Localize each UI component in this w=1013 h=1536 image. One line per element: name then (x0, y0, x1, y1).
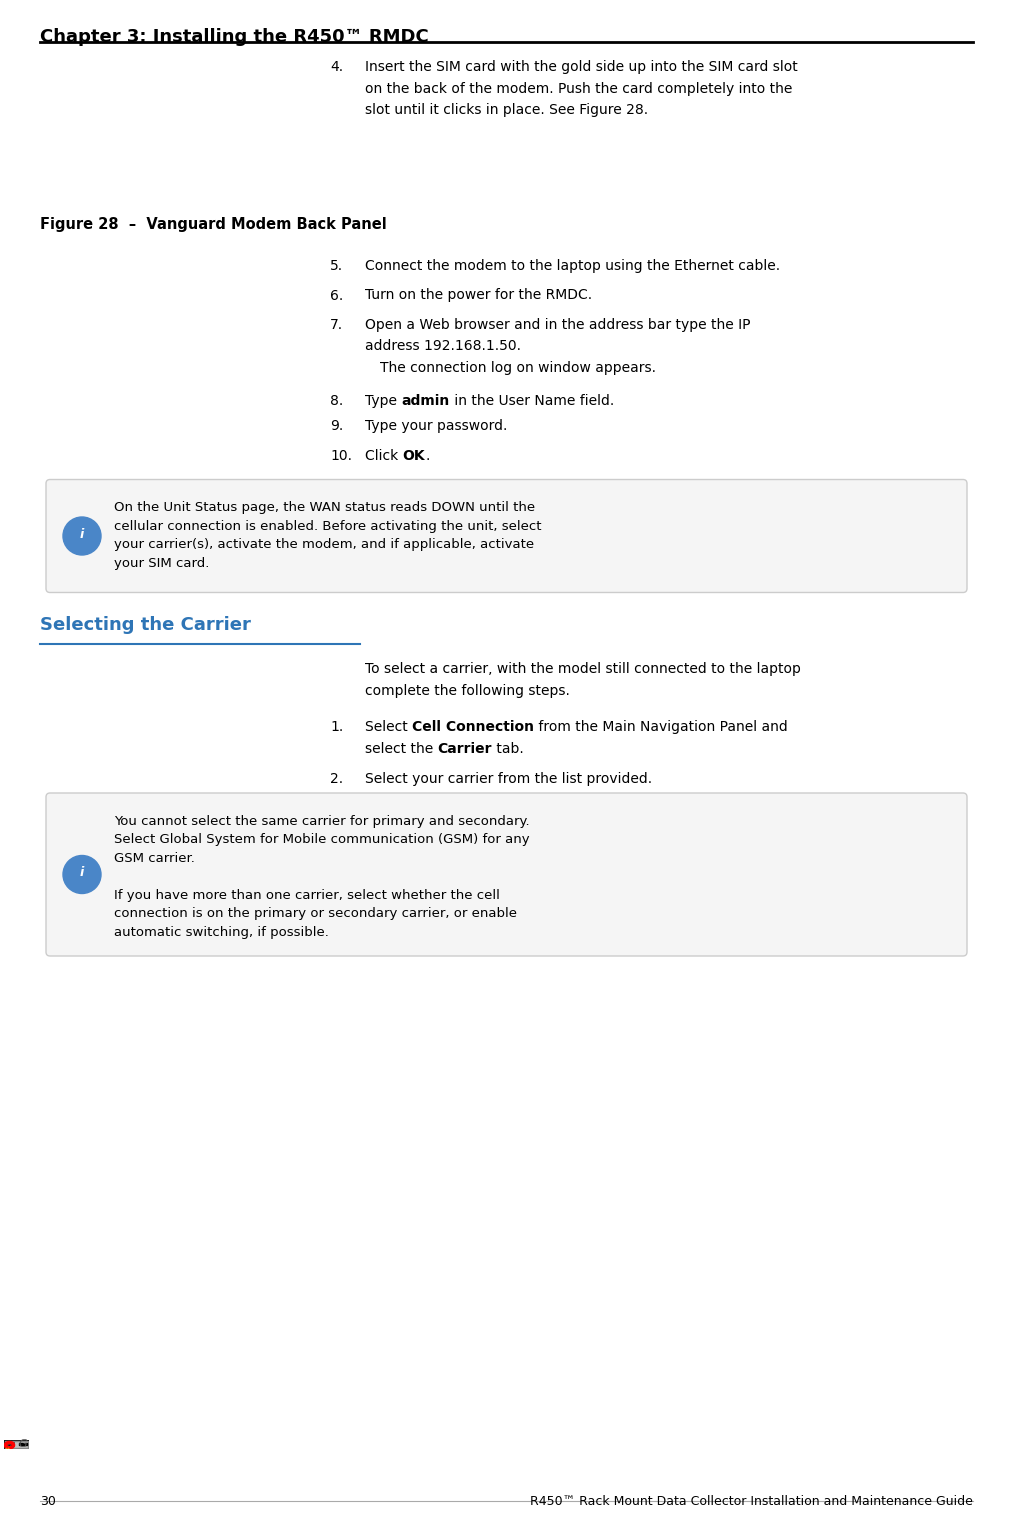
FancyBboxPatch shape (46, 793, 967, 955)
Text: Type: Type (365, 395, 401, 409)
Text: Insert the SIM card with the gold side up into the SIM card slot: Insert the SIM card with the gold side u… (365, 60, 798, 74)
Text: complete the following steps.: complete the following steps. (365, 684, 570, 697)
Text: i: i (80, 528, 84, 541)
Text: Turn on the power for the RMDC.: Turn on the power for the RMDC. (365, 289, 593, 303)
Text: connection is on the primary or secondary carrier, or enable: connection is on the primary or secondar… (114, 908, 517, 920)
Text: To select a carrier, with the model still connected to the laptop: To select a carrier, with the model stil… (365, 662, 801, 676)
Text: tab.: tab. (492, 742, 524, 756)
Text: 7.: 7. (330, 318, 343, 332)
Text: R450™ Rack Mount Data Collector Installation and Maintenance Guide: R450™ Rack Mount Data Collector Installa… (530, 1495, 973, 1508)
Text: slot until it clicks in place. See Figure 28.: slot until it clicks in place. See Figur… (365, 103, 648, 117)
Text: 1.: 1. (330, 720, 343, 734)
Text: Carrier: Carrier (438, 742, 492, 756)
Text: Selecting the Carrier: Selecting the Carrier (40, 616, 251, 634)
Text: Select Global System for Mobile communication (GSM) for any: Select Global System for Mobile communic… (114, 834, 530, 846)
Text: your carrier(s), activate the modem, and if applicable, activate: your carrier(s), activate the modem, and… (114, 539, 534, 551)
Text: Click: Click (365, 449, 402, 462)
Text: 6.: 6. (330, 289, 343, 303)
Text: You cannot select the same carrier for primary and secondary.: You cannot select the same carrier for p… (114, 816, 530, 828)
Text: 10.: 10. (330, 449, 352, 462)
Text: Connect the modem to the laptop using the Ethernet cable.: Connect the modem to the laptop using th… (365, 260, 780, 273)
Text: Figure 28  –  Vanguard Modem Back Panel: Figure 28 – Vanguard Modem Back Panel (40, 217, 387, 232)
Text: 4.: 4. (330, 60, 343, 74)
Circle shape (63, 518, 101, 554)
Text: on the back of the modem. Push the card completely into the: on the back of the modem. Push the card … (365, 81, 792, 95)
Text: Select: Select (365, 720, 412, 734)
Text: GSM carrier.: GSM carrier. (114, 852, 194, 865)
Text: 30: 30 (40, 1495, 56, 1508)
Text: Cell Connection: Cell Connection (412, 720, 534, 734)
Text: Open a Web browser and in the address bar type the IP: Open a Web browser and in the address ba… (365, 318, 751, 332)
Text: i: i (80, 866, 84, 880)
FancyBboxPatch shape (46, 479, 967, 593)
Text: select the: select the (365, 742, 438, 756)
Text: OK: OK (402, 449, 425, 462)
Text: admin: admin (401, 395, 450, 409)
Text: 5.: 5. (330, 260, 343, 273)
Text: cellular connection is enabled. Before activating the unit, select: cellular connection is enabled. Before a… (114, 521, 542, 533)
Text: Select your carrier from the list provided.: Select your carrier from the list provid… (365, 773, 652, 786)
Circle shape (63, 856, 101, 894)
Text: .: . (425, 449, 430, 462)
Text: from the Main Navigation Panel and: from the Main Navigation Panel and (534, 720, 788, 734)
Text: address 192.168.1.50.: address 192.168.1.50. (365, 339, 521, 353)
Text: 9.: 9. (330, 419, 343, 433)
Text: The connection log on window appears.: The connection log on window appears. (380, 361, 656, 375)
Text: automatic switching, if possible.: automatic switching, if possible. (114, 926, 329, 938)
Text: your SIM card.: your SIM card. (114, 558, 210, 570)
Text: Chapter 3: Installing the R450™ RMDC: Chapter 3: Installing the R450™ RMDC (40, 28, 428, 46)
Text: If you have more than one carrier, select whether the cell: If you have more than one carrier, selec… (114, 889, 499, 902)
Text: 8.: 8. (330, 395, 343, 409)
Text: Type your password.: Type your password. (365, 419, 508, 433)
Text: On the Unit Status page, the WAN status reads DOWN until the: On the Unit Status page, the WAN status … (114, 501, 535, 515)
Text: in the User Name field.: in the User Name field. (450, 395, 614, 409)
Text: 2.: 2. (330, 773, 343, 786)
